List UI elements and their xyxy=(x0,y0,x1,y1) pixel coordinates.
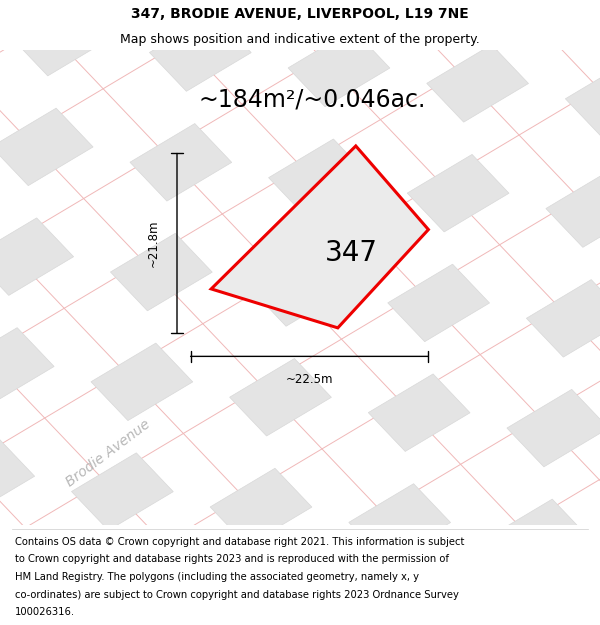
Text: Contains OS data © Crown copyright and database right 2021. This information is : Contains OS data © Crown copyright and d… xyxy=(15,537,464,547)
Text: ~184m²/~0.046ac.: ~184m²/~0.046ac. xyxy=(199,88,425,112)
Polygon shape xyxy=(110,233,212,311)
Polygon shape xyxy=(130,124,232,201)
Polygon shape xyxy=(0,328,54,405)
Polygon shape xyxy=(149,14,251,91)
Polygon shape xyxy=(230,359,331,436)
Polygon shape xyxy=(388,264,490,342)
Polygon shape xyxy=(91,343,193,421)
Polygon shape xyxy=(211,146,428,328)
Text: Map shows position and indicative extent of the property.: Map shows position and indicative extent… xyxy=(120,32,480,46)
Text: 347, BRODIE AVENUE, LIVERPOOL, L19 7NE: 347, BRODIE AVENUE, LIVERPOOL, L19 7NE xyxy=(131,7,469,21)
Polygon shape xyxy=(427,44,529,122)
Text: 100026316.: 100026316. xyxy=(15,607,75,617)
Polygon shape xyxy=(0,218,74,296)
Polygon shape xyxy=(407,154,509,232)
Text: 347: 347 xyxy=(325,239,378,267)
Polygon shape xyxy=(546,170,600,248)
Polygon shape xyxy=(368,374,470,451)
Polygon shape xyxy=(210,468,312,546)
Text: Brodie Avenue: Brodie Avenue xyxy=(63,418,153,490)
Polygon shape xyxy=(585,0,600,28)
Polygon shape xyxy=(446,0,548,12)
Polygon shape xyxy=(526,279,600,357)
Polygon shape xyxy=(71,453,173,531)
Text: ~22.5m: ~22.5m xyxy=(286,372,333,386)
Polygon shape xyxy=(52,562,154,625)
Polygon shape xyxy=(249,249,351,326)
Text: ~21.8m: ~21.8m xyxy=(146,219,160,267)
Polygon shape xyxy=(565,60,600,138)
Polygon shape xyxy=(0,438,35,515)
Text: HM Land Registry. The polygons (including the associated geometry, namely x, y: HM Land Registry. The polygons (includin… xyxy=(15,572,419,582)
Polygon shape xyxy=(191,578,292,625)
Polygon shape xyxy=(507,389,600,467)
Polygon shape xyxy=(288,29,390,107)
Polygon shape xyxy=(487,499,589,577)
Polygon shape xyxy=(0,108,93,186)
Polygon shape xyxy=(11,0,113,76)
Polygon shape xyxy=(269,139,370,216)
Text: to Crown copyright and database rights 2023 and is reproduced with the permissio: to Crown copyright and database rights 2… xyxy=(15,554,449,564)
Polygon shape xyxy=(349,484,451,561)
Text: co-ordinates) are subject to Crown copyright and database rights 2023 Ordnance S: co-ordinates) are subject to Crown copyr… xyxy=(15,589,459,599)
